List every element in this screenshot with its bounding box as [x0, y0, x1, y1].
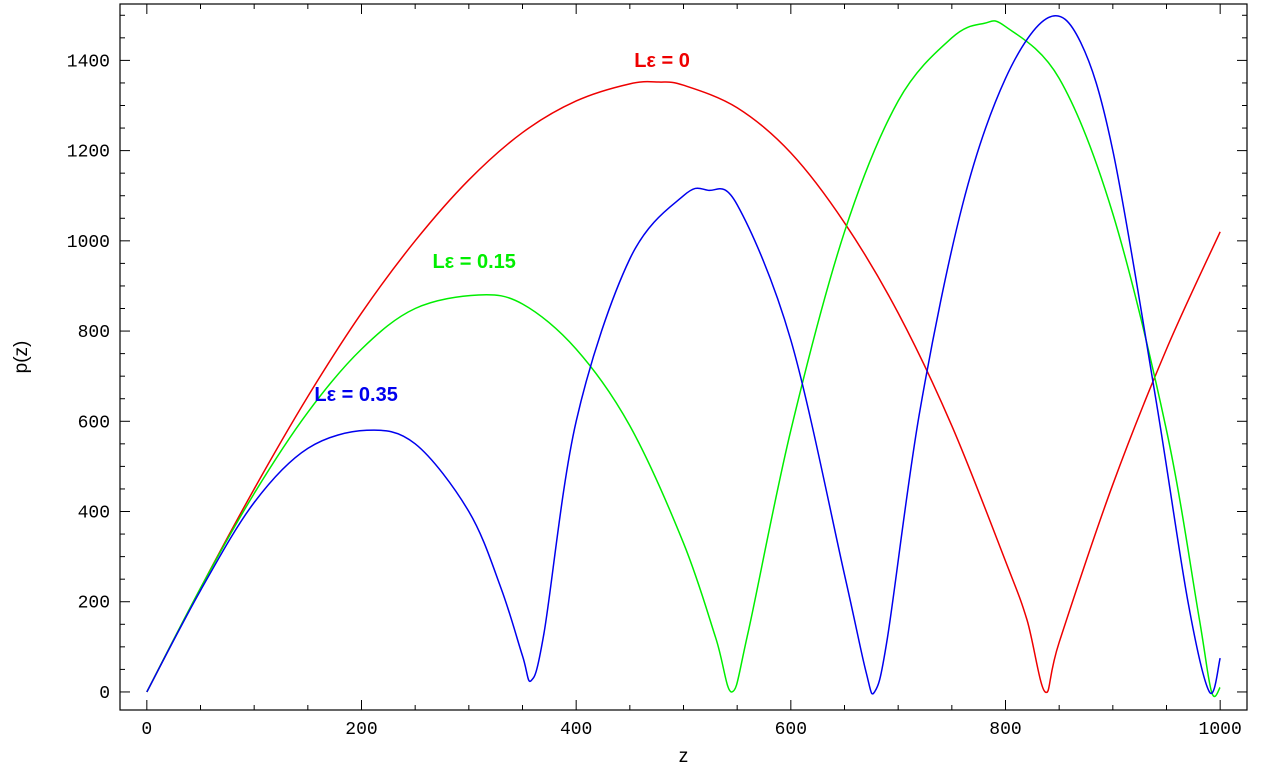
y-tick-label: 0 — [99, 684, 110, 704]
y-tick-label: 200 — [78, 594, 110, 614]
x-tick-label: 600 — [775, 720, 807, 740]
ticks-layer: 0 200 400 600 800 1000 0 200 400 600 800 1000 1200 14… — [67, 4, 1247, 740]
y-axis-title: p(z) — [11, 341, 32, 374]
series-layer — [146, 15, 1221, 698]
x-axis-title: z — [679, 746, 689, 767]
y-tick-label: 600 — [78, 413, 110, 433]
y-tick-label: 1200 — [67, 143, 110, 163]
series-label-2: Lε = 0.15 — [432, 251, 515, 273]
x-tick-label: 200 — [345, 720, 377, 740]
y-tick-label: 800 — [78, 323, 110, 343]
series-label-1: Lε = 0 — [634, 50, 690, 72]
x-tick-label: 1000 — [1199, 720, 1242, 740]
series-line-3 — [146, 15, 1221, 695]
series-line-1 — [146, 80, 1221, 694]
y-tick-label: 1400 — [67, 52, 110, 72]
plot-frame — [119, 3, 1248, 711]
series-label-3: Lε = 0.35 — [314, 384, 397, 406]
y-tick-label: 400 — [78, 504, 110, 524]
labels-layer: Lε = 0 Lε = 0.15 Lε = 0.35 — [314, 50, 689, 406]
series-line-2 — [146, 20, 1221, 698]
y-tick-label: 1000 — [67, 233, 110, 253]
x-tick-label: 800 — [989, 720, 1021, 740]
x-tick-label: 400 — [560, 720, 592, 740]
x-tick-label: 0 — [141, 720, 152, 740]
